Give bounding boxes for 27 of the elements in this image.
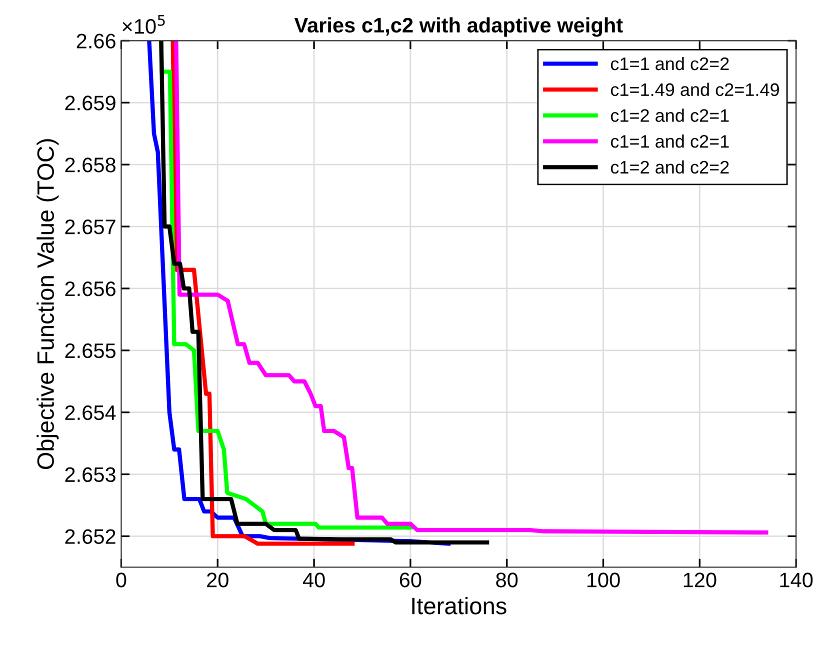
legend-label: c1=1 and c2=1 [610,134,729,148]
x-tick-label: 0 [116,572,126,588]
text: ×10$^{5}$ [122,14,165,34]
y-axis-title: Objective Function Value (TOC) [36,139,59,470]
y-tick-label: 2.655 [65,343,116,358]
y-tick-label: 2.658 [65,158,116,172]
x-tick-label: 40 [302,572,325,588]
x-tick-label: 80 [496,572,518,588]
x-tick-label: 60 [400,572,422,588]
y-tick-label: 2.654 [65,405,116,420]
y-tick-label: 2.657 [65,220,116,234]
y-tick-label: 2.656 [65,281,116,296]
legend-label: c1=1 and c2=2 [610,56,729,70]
x-axis-title: Iterations [412,597,506,614]
y-tick-label: 2.653 [65,467,116,482]
y-tick-label: 2.66 [76,34,116,48]
x-tick-label: 100 [587,572,620,588]
legend-label: c1=2 and c2=2 [610,160,729,174]
chart-title: Varies c1,c2 with adaptive weight [294,17,623,37]
y-tick-label: 2.659 [65,96,116,110]
legend-label: c1=2 and c2=1 [610,108,729,122]
legend-label: c1=1.49 and c2=1.49 [610,82,779,96]
x-tick-label: 140 [780,572,813,588]
y-tick-label: 2.652 [65,529,116,544]
x-tick-label: 120 [684,572,716,588]
line-series [170,40,355,546]
x-tick-label: 20 [207,572,228,588]
